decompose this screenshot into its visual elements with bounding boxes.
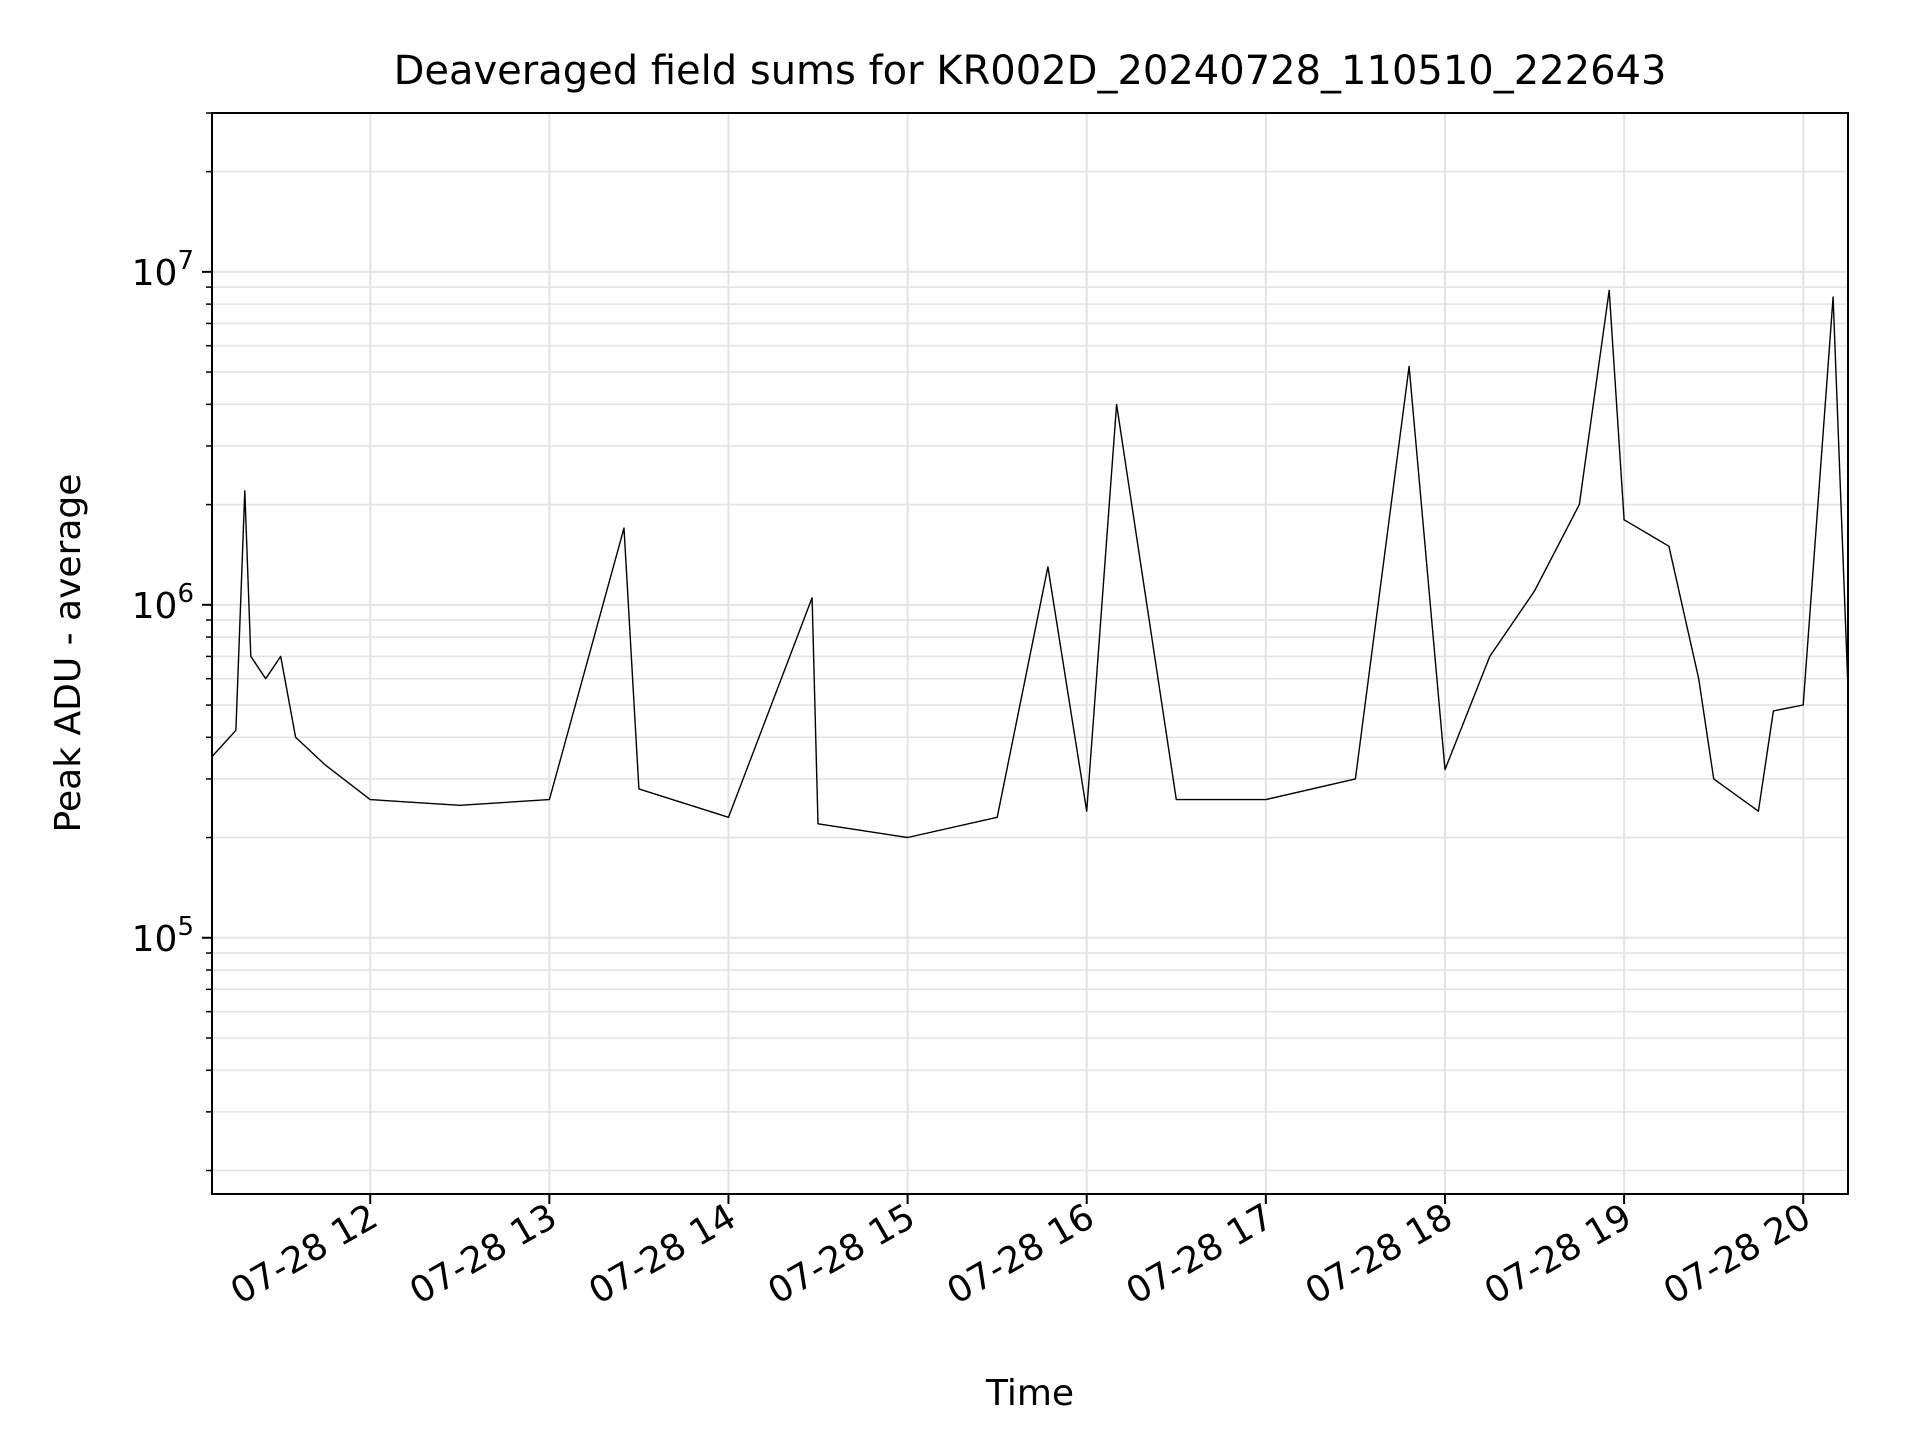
y-axis-label: Peak ADU - average	[48, 474, 89, 833]
chart-title: Deaveraged field sums for KR002D_2024072…	[394, 48, 1667, 94]
y-tick-label: 106	[132, 579, 194, 627]
y-tick-label: 107	[132, 246, 194, 294]
plot-area-frame	[211, 112, 1849, 1195]
x-axis-label: Time	[985, 1373, 1074, 1414]
data-series-line	[211, 289, 1849, 839]
series-layer	[211, 289, 1849, 839]
y-tick-label: 105	[132, 912, 194, 960]
grid-lines	[212, 112, 1848, 1194]
